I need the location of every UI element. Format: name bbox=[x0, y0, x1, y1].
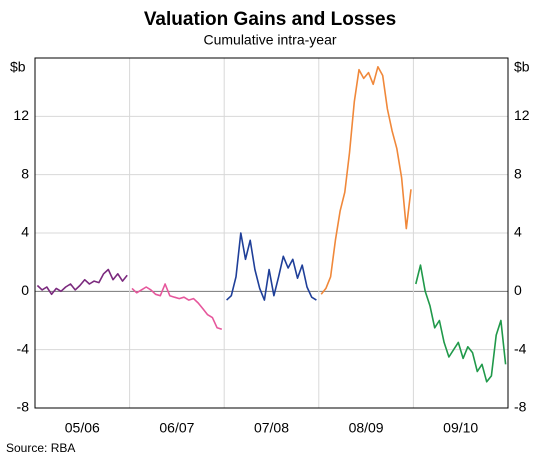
series-line bbox=[226, 232, 317, 301]
y2-tick-label: -4 bbox=[514, 340, 527, 356]
series-line bbox=[131, 283, 223, 331]
x-tick-label: 05/06 bbox=[65, 420, 100, 436]
source: Source: RBA bbox=[6, 441, 75, 455]
y2-tick-label: 12 bbox=[514, 107, 530, 123]
x-tick-label: 06/07 bbox=[159, 420, 194, 436]
chart-subtitle: Cumulative intra-year bbox=[203, 32, 336, 48]
y-tick-label: 0 bbox=[21, 282, 29, 298]
x-tick-label: 07/08 bbox=[254, 420, 289, 436]
y-unit: $b bbox=[10, 59, 26, 75]
y2-tick-label: 8 bbox=[514, 165, 522, 181]
series-line bbox=[415, 264, 507, 383]
y-tick-label: -8 bbox=[17, 399, 30, 415]
y-tick-label: -4 bbox=[17, 340, 30, 356]
x-tick-label: 09/10 bbox=[443, 420, 478, 436]
series-line bbox=[36, 268, 128, 296]
y-tick-label: 8 bbox=[21, 165, 29, 181]
x-tick-label: 08/09 bbox=[349, 420, 384, 436]
y2-tick-label: 4 bbox=[514, 224, 522, 240]
y2-unit: $b bbox=[514, 59, 530, 75]
plot-frame bbox=[34, 57, 509, 409]
series-line bbox=[320, 66, 412, 295]
y2-tick-label: -8 bbox=[514, 399, 527, 415]
y-tick-label: 4 bbox=[21, 224, 29, 240]
y-tick-label: 12 bbox=[13, 107, 29, 123]
chart-title: Valuation Gains and Losses bbox=[144, 9, 396, 30]
y2-tick-label: 0 bbox=[514, 282, 522, 298]
